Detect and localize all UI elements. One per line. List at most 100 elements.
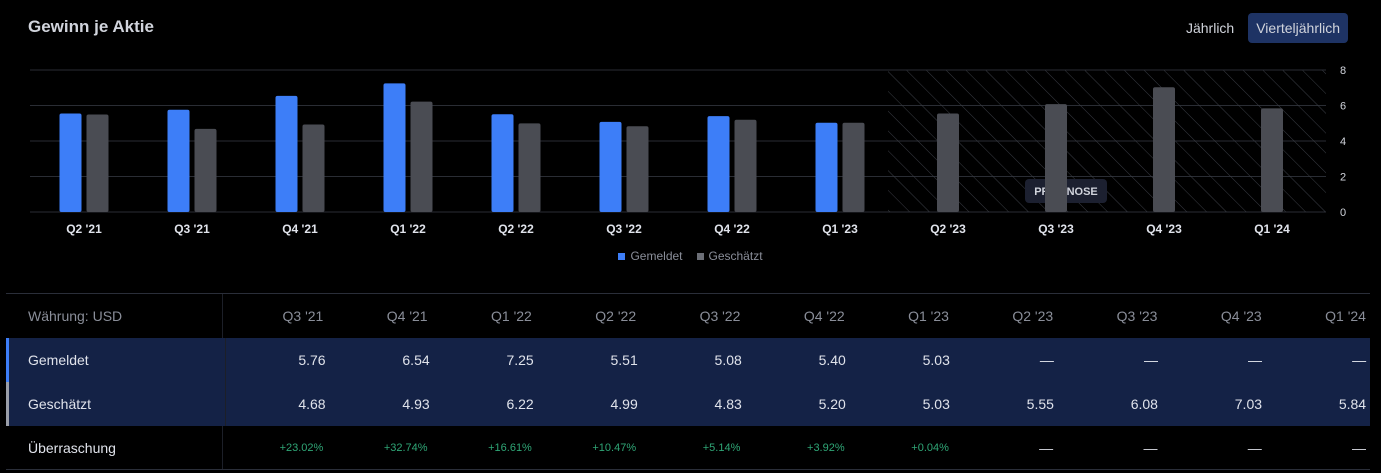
table-cell: +0.04% (911, 441, 949, 454)
table-cell: — (1039, 352, 1054, 368)
table-cell: +10.47% (592, 441, 637, 454)
bar-estimated (842, 122, 865, 212)
x-tick-label: Q1 '22 (390, 222, 426, 236)
tab-quarterly[interactable]: Vierteljährlich (1248, 13, 1348, 43)
table-cell: 4.68 (298, 396, 326, 412)
column-header: Q3 '23 (1116, 308, 1158, 324)
column-header: Q2 '23 (1012, 308, 1054, 324)
legend-label-reported: Gemeldet (630, 249, 683, 263)
table-cell: 5.76 (298, 352, 326, 368)
column-header: Q3 '21 (282, 308, 324, 324)
x-tick-label: Q2 '23 (930, 222, 966, 236)
table-cell: +3.92% (807, 441, 845, 454)
y-tick-label: 4 (1340, 136, 1346, 148)
column-header: Q3 '22 (699, 308, 741, 324)
x-tick-label: Q4 '23 (1146, 222, 1182, 236)
x-tick-label: Q2 '21 (66, 222, 102, 236)
column-header: Q4 '23 (1220, 308, 1262, 324)
bar-reported (167, 109, 190, 212)
table-row-estimated: Geschätzt 4.68 4.93 6.22 4.99 4.83 5.20 … (6, 382, 1370, 426)
chart-legend: Gemeldet Geschätzt (0, 249, 1381, 263)
table-cell: 6.54 (402, 352, 430, 368)
column-header: Q2 '22 (595, 308, 637, 324)
y-tick-label: 2 (1340, 172, 1346, 184)
x-tick-label: Q3 '23 (1038, 222, 1074, 236)
legend-label-estimated: Geschätzt (708, 249, 763, 263)
bar-estimated (86, 114, 109, 212)
row-label-surprise: Überraschung (6, 426, 224, 469)
table-cell: 5.55 (1026, 396, 1054, 412)
bar-estimated (1153, 87, 1175, 212)
table-cell: 5.08 (714, 352, 742, 368)
legend-item-estimated[interactable]: Geschätzt (696, 249, 763, 263)
bar-estimated (194, 128, 217, 212)
column-header: Q1 '24 (1325, 308, 1366, 324)
table-cell: 6.08 (1130, 396, 1158, 412)
table-cell: +32.74% (383, 441, 428, 454)
table-cell: 5.03 (922, 352, 950, 368)
bar-reported (491, 114, 514, 212)
bar-estimated (1045, 104, 1067, 212)
table-cell: — (1352, 352, 1367, 368)
x-tick-label: Q2 '22 (498, 222, 534, 236)
table-cell: 7.03 (1234, 396, 1263, 412)
legend-swatch-reported (618, 252, 626, 260)
table-row-reported: Gemeldet 5.76 6.54 7.25 5.51 5.08 5.40 5… (6, 338, 1370, 382)
row-label-estimated: Geschätzt (9, 382, 226, 426)
table-cell: — (1247, 439, 1262, 456)
table-cell: 6.22 (506, 396, 534, 412)
y-tick-label: 6 (1340, 101, 1346, 113)
table-row-surprise: Überraschung +23.02% +32.74% +16.61% +10… (6, 426, 1370, 470)
chart-title: Gewinn je Aktie (28, 17, 154, 36)
table-cell: — (1248, 352, 1263, 368)
bar-estimated (1261, 108, 1283, 212)
table-cell: — (1143, 352, 1158, 368)
eps-table: Währung: USD Q3 '21 Q4 '21 Q1 '22 Q2 '22… (6, 293, 1370, 470)
x-tick-label: Q1 '23 (822, 222, 858, 236)
table-cell: +23.02% (279, 441, 324, 454)
x-tick-label: Q1 '24 (1254, 222, 1290, 236)
table-cell: 5.03 (922, 396, 950, 412)
bar-estimated (626, 126, 649, 212)
x-tick-label: Q3 '22 (606, 222, 642, 236)
column-header: Q4 '22 (803, 308, 845, 324)
bar-estimated (302, 124, 325, 212)
legend-item-reported[interactable]: Gemeldet (618, 249, 683, 263)
table-cell: 4.93 (402, 396, 430, 412)
currency-label: Währung: USD (6, 294, 224, 338)
row-label-reported: Gemeldet (9, 338, 226, 382)
bar-estimated (410, 101, 433, 212)
y-tick-label: 8 (1340, 65, 1346, 77)
bar-estimated (734, 119, 757, 212)
x-tick-label: Q3 '21 (174, 222, 210, 236)
table-cell: — (1351, 439, 1366, 456)
bar-reported (383, 83, 406, 212)
legend-swatch-estimated (696, 252, 704, 260)
bar-reported (815, 122, 838, 212)
column-header: Q1 '23 (908, 308, 949, 324)
table-cell: +5.14% (702, 441, 741, 454)
period-toggle: Jährlich Vierteljährlich (1178, 13, 1348, 43)
table-cell: 5.84 (1338, 396, 1367, 412)
y-tick-label: 0 (1340, 207, 1346, 219)
column-header: Q4 '21 (386, 308, 428, 324)
bar-reported (275, 95, 298, 212)
table-cell: 5.40 (818, 352, 846, 368)
tab-annual[interactable]: Jährlich (1178, 13, 1242, 43)
table-cell: 5.51 (610, 352, 638, 368)
table-cell: 4.99 (610, 396, 638, 412)
table-cell: 4.83 (714, 396, 742, 412)
table-cell: — (1143, 439, 1158, 456)
table-cell: — (1039, 439, 1054, 456)
bar-reported (599, 121, 622, 212)
table-header-row: Währung: USD Q3 '21 Q4 '21 Q1 '22 Q2 '22… (6, 294, 1370, 338)
table-cell: 5.20 (818, 396, 846, 412)
bar-estimated (518, 123, 541, 212)
bar-estimated (937, 113, 959, 212)
column-header: Q1 '22 (491, 308, 532, 324)
x-tick-label: Q4 '22 (714, 222, 750, 236)
bar-reported (707, 116, 730, 212)
bar-reported (59, 113, 82, 212)
x-tick-label: Q4 '21 (282, 222, 318, 236)
